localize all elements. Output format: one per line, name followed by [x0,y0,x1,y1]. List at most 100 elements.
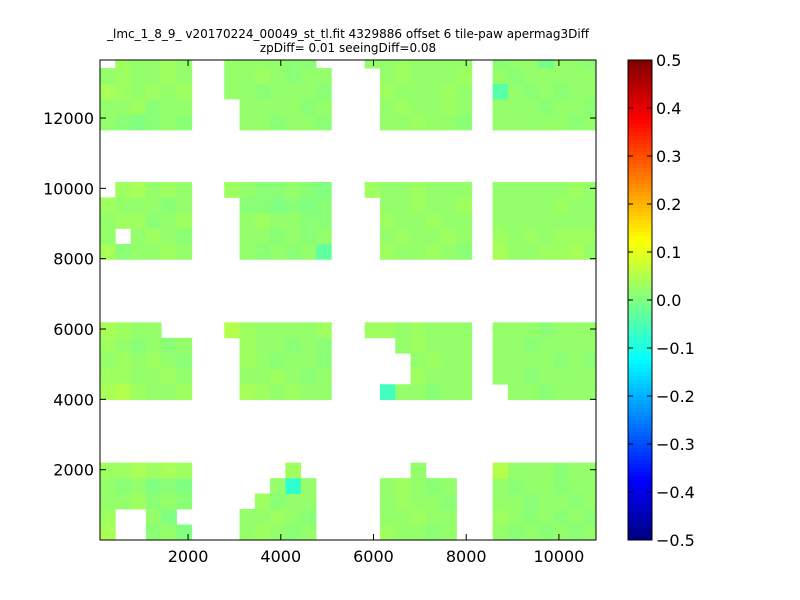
heatmap-cell [300,99,317,115]
heatmap-cell [239,384,256,401]
colorbar-segment [628,384,652,389]
heatmap-cell [176,99,193,115]
heatmap-cell [254,83,271,100]
heatmap-cell [130,114,147,131]
heatmap-cell [176,243,193,260]
x-tick-label: 10000 [533,547,584,566]
heatmap-cell [553,83,570,100]
heatmap-cell [115,182,131,198]
heatmap-cell [176,197,193,214]
heatmap-cell [285,493,302,510]
heatmap-cell [364,60,381,69]
plot-frame [99,59,597,541]
heatmap-cell [492,478,509,494]
heatmap-cell [456,322,473,339]
heatmap-cell [316,197,332,214]
heatmap-cell [100,228,116,245]
heatmap-cell [285,83,302,100]
heatmap-cell [316,384,332,401]
heatmap-cell [523,228,539,245]
heatmap-cell [285,478,302,494]
heatmap-cell [379,243,396,260]
heatmap-cell [100,197,116,214]
heatmap-cell [145,509,162,525]
heatmap-cell [270,384,286,401]
heatmap-cell [300,83,317,100]
colorbar-segment [628,104,652,109]
heatmap-cell [410,197,427,214]
heatmap-cell [130,322,147,339]
heatmap-cell [553,99,570,115]
colorbar-segment [628,108,652,113]
heatmap-cell [456,99,473,115]
heatmap-cell [270,60,286,69]
heatmap-cell [316,228,332,245]
colorbar-segment [628,448,652,453]
heatmap-cell [254,524,271,541]
heatmap-cell [115,384,131,401]
heatmap-cell [441,322,457,339]
heatmap-cell [130,182,147,198]
heatmap-cell [270,353,286,370]
heatmap-cell [145,99,162,115]
colorbar-segment [628,92,652,97]
heatmap-cell [161,493,177,510]
heatmap-cell [523,197,539,214]
heatmap-cell [523,60,539,69]
colorbar-segment [628,452,652,457]
heatmap-cell [538,462,555,479]
heatmap-cell [523,212,539,229]
heatmap-cell [569,114,585,131]
heatmap-cell [145,462,162,479]
heatmap-cell [300,493,317,510]
heatmap-cell [300,384,317,401]
heatmap-cell [395,83,411,100]
chart-subtitle: zpDiff= 0.01 seeingDiff=0.08 [260,41,436,55]
heatmap-cell [584,493,597,510]
heatmap-cell [395,60,411,69]
y-tick-label: 10000 [43,179,94,198]
colorbar-segment [628,152,652,157]
heatmap-cell [254,368,271,385]
heatmap-cell [270,524,286,541]
heatmap-cell [410,462,427,479]
heatmap-cell [270,493,286,510]
heatmap-cell [300,368,317,385]
heatmap-cell [395,524,411,541]
heatmap-cell [300,243,317,260]
heatmap-cell [161,114,177,131]
heatmap-cell [145,384,162,401]
heatmap-cell [584,353,597,370]
heatmap-cells [100,60,597,541]
heatmap-cell [161,478,177,494]
heatmap-cell [523,462,539,479]
heatmap-cell [161,384,177,401]
colorbar-segment [628,360,652,365]
heatmap-cell [538,337,555,354]
heatmap-cell [492,228,509,245]
heatmap-cell [379,99,396,115]
heatmap-cell [395,68,411,84]
heatmap-cell [176,493,193,510]
heatmap-cell [270,99,286,115]
heatmap-cell [285,337,302,354]
heatmap-cell [145,478,162,494]
heatmap-cell [115,493,131,510]
colorbar-segment [628,404,652,409]
colorbar-tick-label: 0.2 [656,195,681,214]
heatmap-cell [285,509,302,525]
colorbar-tick-label: 0.1 [656,243,681,262]
heatmap-cell [176,524,193,541]
heatmap-cell [130,478,147,494]
heatmap-cell [285,243,302,260]
heatmap-cell [285,384,302,401]
heatmap-cell [553,337,570,354]
colorbar-segment [628,396,652,401]
heatmap-cell [569,524,585,541]
heatmap-cell [176,337,193,354]
heatmap-cell [584,509,597,525]
heatmap-cell [161,182,177,198]
x-tick-label: 8000 [446,547,487,566]
heatmap-cell [584,60,597,69]
heatmap-cell [538,83,555,100]
